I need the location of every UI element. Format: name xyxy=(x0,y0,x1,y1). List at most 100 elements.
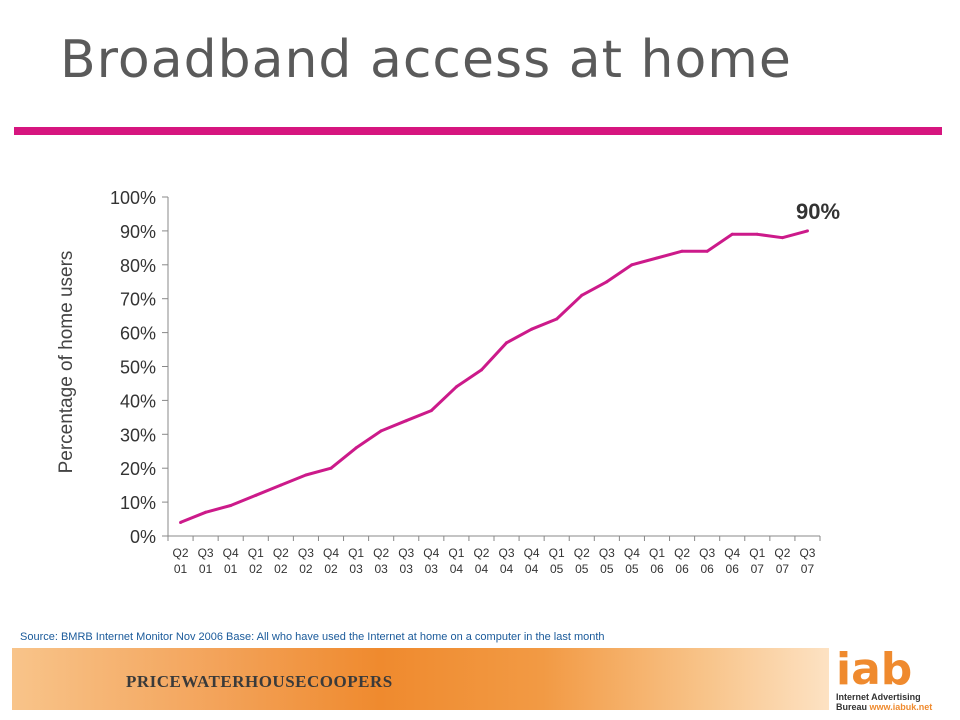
y-tick-label: 0% xyxy=(130,527,156,547)
y-tick-label: 20% xyxy=(120,459,156,479)
data-point xyxy=(630,263,634,267)
y-tick-label: 50% xyxy=(120,358,156,378)
x-tick-label-quarter: Q1 xyxy=(749,546,765,560)
x-tick-label-quarter: Q4 xyxy=(323,546,339,560)
y-tick-label: 70% xyxy=(120,290,156,310)
x-tick-label-quarter: Q4 xyxy=(223,546,239,560)
x-tick-label-year: 04 xyxy=(475,562,489,576)
x-tick-label-year: 02 xyxy=(324,562,338,576)
data-point xyxy=(179,520,183,524)
x-tick-label-quarter: Q4 xyxy=(624,546,640,560)
x-tick-label-year: 06 xyxy=(675,562,689,576)
data-point xyxy=(505,341,509,345)
y-tick-label: 40% xyxy=(120,391,156,411)
x-tick-label-quarter: Q2 xyxy=(173,546,189,560)
x-tick-label-year: 06 xyxy=(650,562,664,576)
title-underline xyxy=(14,127,942,135)
data-point xyxy=(254,493,258,497)
data-point xyxy=(705,249,709,253)
data-point xyxy=(805,229,809,233)
y-tick-label: 100% xyxy=(110,188,156,208)
x-tick-label-quarter: Q4 xyxy=(724,546,740,560)
x-tick-label-year: 06 xyxy=(726,562,740,576)
x-tick-label-quarter: Q1 xyxy=(649,546,665,560)
x-tick-label-quarter: Q3 xyxy=(499,546,515,560)
iab-logo: iab Internet Advertising Bureau www.iabu… xyxy=(836,648,956,714)
data-point xyxy=(329,466,333,470)
pwc-logo: PRICEWATERHOUSECOOPERS xyxy=(126,672,392,694)
data-point xyxy=(229,503,233,507)
x-tick-label-year: 06 xyxy=(700,562,714,576)
y-tick-label: 60% xyxy=(120,324,156,344)
x-axis: Q2 01 Q3 01 Q4 01 Q1 02 Q2 02 Q3 02 Q4 02 Q1 03 Q2 03 Q3 03… xyxy=(167,535,821,576)
data-point xyxy=(429,409,433,413)
x-tick-label-quarter: Q3 xyxy=(699,546,715,560)
iab-logo-mark: iab xyxy=(836,644,913,695)
x-tick-label-year: 07 xyxy=(751,562,765,576)
series-broadband xyxy=(179,229,809,524)
y-tick-label: 90% xyxy=(120,222,156,242)
x-tick-label-year: 04 xyxy=(525,562,539,576)
x-tick-label-quarter: Q1 xyxy=(549,546,565,560)
x-tick-label-year: 02 xyxy=(274,562,288,576)
x-tick-label-year: 03 xyxy=(349,562,363,576)
data-point xyxy=(780,236,784,240)
x-tick-label-year: 02 xyxy=(249,562,263,576)
x-tick-label-quarter: Q1 xyxy=(348,546,364,560)
data-point xyxy=(580,293,584,297)
x-tick-label-quarter: Q1 xyxy=(448,546,464,560)
y-tick-label: 80% xyxy=(120,256,156,276)
x-tick-label-year: 02 xyxy=(299,562,313,576)
data-point xyxy=(730,232,734,236)
y-axis-label: Percentage of home users xyxy=(56,251,77,474)
data-point xyxy=(279,483,283,487)
source-note: Source: BMRB Internet Monitor Nov 2006 B… xyxy=(20,631,605,643)
data-point xyxy=(204,510,208,514)
data-point xyxy=(354,446,358,450)
x-tick-label-year: 01 xyxy=(199,562,213,576)
data-point xyxy=(555,317,559,321)
data-point xyxy=(655,256,659,260)
iab-logo-line2: Bureau www.iabuk.net xyxy=(836,702,956,712)
slide-title: Broadband access at home xyxy=(60,30,792,90)
x-tick-label-quarter: Q3 xyxy=(398,546,414,560)
x-tick-label-quarter: Q2 xyxy=(674,546,690,560)
x-tick-label-year: 05 xyxy=(575,562,589,576)
x-tick-label-year: 07 xyxy=(801,562,815,576)
x-tick-label-quarter: Q3 xyxy=(298,546,314,560)
data-point xyxy=(404,419,408,423)
data-point xyxy=(755,232,759,236)
x-tick-label-year: 04 xyxy=(450,562,464,576)
x-tick-label-year: 05 xyxy=(550,562,564,576)
y-tick-label: 30% xyxy=(120,425,156,445)
x-tick-label-year: 03 xyxy=(400,562,414,576)
data-point xyxy=(530,327,534,331)
data-point xyxy=(304,473,308,477)
x-tick-label-quarter: Q2 xyxy=(774,546,790,560)
x-tick-label-quarter: Q1 xyxy=(248,546,264,560)
y-axis: 0% 10% 20% 30% 40% 50% 60% 70% 80% 90% 100% xyxy=(110,188,169,547)
pwc-logo-text: PRICEWATERHOUSECOOPERS xyxy=(126,672,393,691)
x-tick-label-year: 05 xyxy=(625,562,639,576)
x-tick-label-quarter: Q2 xyxy=(273,546,289,560)
x-tick-label-quarter: Q2 xyxy=(473,546,489,560)
x-tick-label-quarter: Q4 xyxy=(524,546,540,560)
data-point xyxy=(680,249,684,253)
footer-band xyxy=(12,648,829,710)
iab-logo-bureau: Bureau xyxy=(836,702,868,712)
line-chart: Percentage of home users 0% 10% 20% 30% 40% 5… xyxy=(56,188,840,576)
x-tick-label-quarter: Q3 xyxy=(799,546,815,560)
data-point xyxy=(454,385,458,389)
x-tick-label-quarter: Q4 xyxy=(423,546,439,560)
x-tick-label-year: 01 xyxy=(224,562,238,576)
y-tick-label: 10% xyxy=(120,493,156,513)
data-point xyxy=(479,368,483,372)
data-point xyxy=(379,429,383,433)
x-tick-label-year: 04 xyxy=(500,562,514,576)
series-line xyxy=(179,229,808,524)
x-tick-label-quarter: Q3 xyxy=(198,546,214,560)
iab-logo-line1: Internet Advertising xyxy=(836,692,921,702)
x-tick-label-year: 03 xyxy=(374,562,388,576)
x-tick-label-quarter: Q2 xyxy=(574,546,590,560)
x-tick-label-year: 05 xyxy=(600,562,614,576)
